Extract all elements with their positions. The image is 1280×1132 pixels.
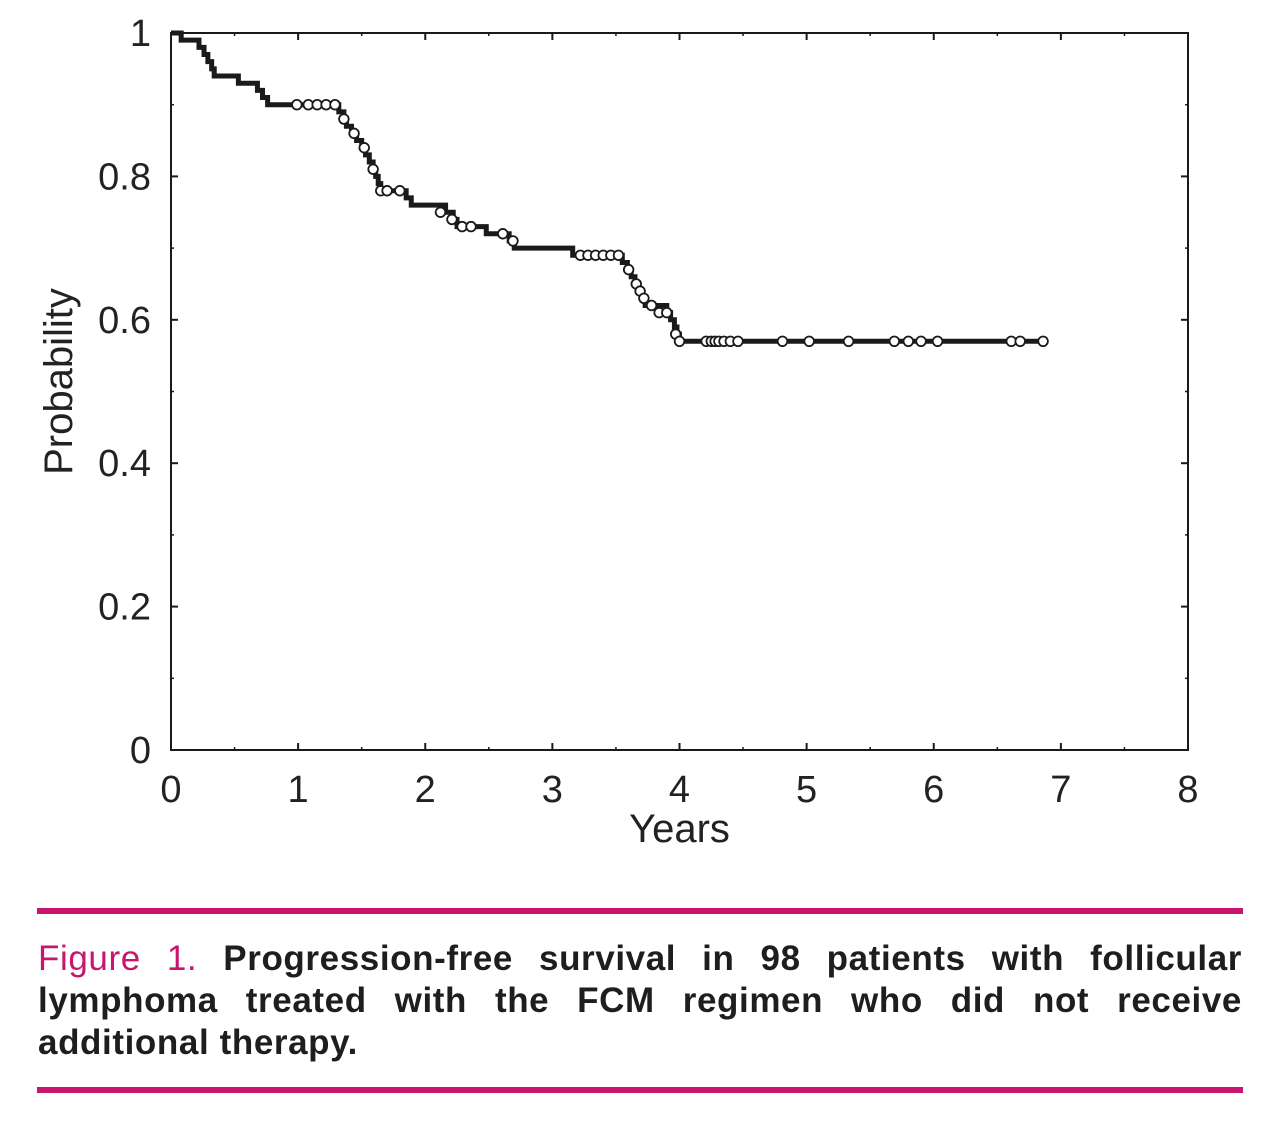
x-tick-label: 6 bbox=[923, 769, 944, 811]
minor-ticks bbox=[170, 32, 1189, 751]
censor-mark bbox=[367, 163, 379, 175]
censor-mark bbox=[434, 206, 447, 218]
censor-mark bbox=[915, 335, 927, 348]
censor-mark bbox=[661, 306, 673, 319]
caption-rule-top bbox=[37, 908, 1243, 914]
censor-mark bbox=[842, 335, 855, 348]
x-axis-title: Years bbox=[629, 807, 730, 851]
survival-chart: 0 0.2 0.4 0.6 0.8 1 0 1 2 3 4 5 6 7 8 Years Probabili… bbox=[37, 13, 1199, 851]
x-tick-label: 7 bbox=[1050, 769, 1071, 811]
y-tick-label: 0 bbox=[130, 730, 151, 772]
y-tick-label: 0.8 bbox=[98, 156, 151, 198]
censor-mark bbox=[902, 335, 915, 348]
survival-curve-line bbox=[171, 30, 1046, 344]
x-tick-label: 5 bbox=[796, 769, 817, 811]
censor-mark bbox=[507, 235, 519, 247]
censor-mark bbox=[338, 113, 350, 125]
censor-mark bbox=[497, 228, 509, 240]
censor-mark bbox=[1037, 335, 1049, 348]
plot-border bbox=[170, 32, 1189, 751]
y-tick-label: 0.6 bbox=[98, 300, 151, 342]
censor-mark bbox=[673, 335, 686, 348]
y-axis: 0 0.2 0.4 0.6 0.8 1 bbox=[98, 13, 1188, 772]
caption-rule-bottom bbox=[37, 1087, 1243, 1093]
censor-mark bbox=[291, 98, 303, 111]
censor-mark bbox=[732, 335, 744, 348]
x-tick-label: 2 bbox=[415, 769, 436, 811]
censor-mark bbox=[803, 335, 815, 348]
x-tick-label: 4 bbox=[669, 769, 690, 811]
censor-mark bbox=[776, 335, 789, 348]
plot-frame bbox=[170, 32, 1189, 751]
censor-marks bbox=[291, 98, 1049, 348]
x-tick-label: 1 bbox=[288, 769, 309, 811]
censor-mark bbox=[465, 220, 477, 233]
y-tick-label: 0.4 bbox=[98, 443, 151, 485]
figure-caption: Figure 1. Progression-free survival in 9… bbox=[38, 938, 1242, 1064]
censor-mark bbox=[888, 335, 901, 348]
censor-mark bbox=[381, 185, 393, 197]
censor-mark bbox=[931, 335, 944, 348]
censor-mark bbox=[329, 98, 341, 111]
survival-curve-group bbox=[171, 30, 1046, 344]
figure-label: Figure 1. bbox=[38, 939, 198, 978]
y-axis-title: Probability bbox=[37, 288, 81, 475]
censor-mark bbox=[622, 263, 635, 276]
x-tick-label: 8 bbox=[1177, 769, 1198, 811]
censor-mark bbox=[612, 249, 625, 261]
censor-mark bbox=[645, 299, 658, 312]
censor-mark bbox=[1014, 335, 1026, 348]
censor-mark bbox=[638, 292, 650, 304]
caption-text: Progression-free survival in 98 patients… bbox=[38, 939, 1242, 1062]
censor-mark bbox=[394, 185, 406, 197]
censor-mark bbox=[446, 213, 458, 226]
censor-mark bbox=[358, 142, 370, 154]
y-tick-label: 0.2 bbox=[98, 587, 151, 629]
x-tick-label: 3 bbox=[542, 769, 563, 811]
x-tick-label: 0 bbox=[160, 769, 181, 811]
y-tick-label: 1 bbox=[130, 13, 151, 55]
x-axis: 0 1 2 3 4 5 6 7 8 bbox=[160, 33, 1199, 811]
censor-mark bbox=[348, 127, 360, 140]
